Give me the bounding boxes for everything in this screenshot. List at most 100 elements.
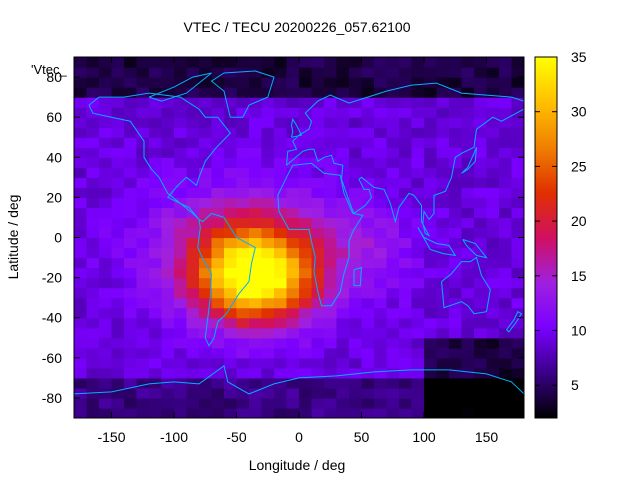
heatmap-cell xyxy=(499,267,513,279)
heatmap-cell xyxy=(299,207,313,219)
heatmap-cell xyxy=(211,197,225,209)
heatmap-cell xyxy=(86,397,100,409)
heatmap-cell xyxy=(299,247,313,259)
heatmap-cell xyxy=(399,377,413,389)
heatmap-cell xyxy=(299,407,313,418)
heatmap-cell xyxy=(99,97,113,108)
heatmap-cell xyxy=(336,157,350,168)
heatmap-cell xyxy=(174,257,188,269)
heatmap-cell xyxy=(436,307,450,319)
heatmap-cell xyxy=(461,407,475,418)
heatmap-cell xyxy=(499,207,513,219)
heatmap-cell xyxy=(99,397,113,409)
heatmap-cell xyxy=(161,307,175,319)
coastline-australia xyxy=(441,256,491,315)
heatmap-cell xyxy=(274,57,288,68)
heatmap-cell xyxy=(374,107,388,118)
heatmap-cell xyxy=(236,227,250,239)
heatmap-cell xyxy=(349,377,363,389)
heatmap-cell xyxy=(161,127,175,138)
heatmap-cell xyxy=(286,387,300,399)
heatmap-cell xyxy=(499,77,513,88)
heatmap-cell xyxy=(186,257,200,269)
heatmap-cell xyxy=(436,127,450,138)
heatmap-cell xyxy=(299,317,313,329)
heatmap-cell xyxy=(324,217,338,229)
heatmap-cell xyxy=(99,237,113,249)
heatmap-cell xyxy=(399,197,413,209)
heatmap-cell xyxy=(211,107,225,118)
heatmap-cell xyxy=(436,167,450,178)
heatmap-cell xyxy=(474,357,488,369)
heatmap-cell xyxy=(224,357,238,369)
heatmap-cell xyxy=(261,267,275,279)
heatmap-cell xyxy=(236,97,250,108)
heatmap-cell xyxy=(349,67,363,78)
heatmap-cell xyxy=(511,157,524,168)
heatmap-cell xyxy=(449,397,463,409)
heatmap-cell xyxy=(336,197,350,209)
heatmap-cell xyxy=(336,137,350,148)
heatmap-cell xyxy=(174,167,188,178)
heatmap-cell xyxy=(236,187,250,198)
heatmap-cell xyxy=(299,347,313,359)
heatmap-cell xyxy=(124,177,138,188)
heatmap-cell xyxy=(449,137,463,148)
heatmap-cell xyxy=(274,377,288,389)
heatmap-cell xyxy=(349,117,363,128)
heatmap-cell xyxy=(336,347,350,359)
heatmap-cell xyxy=(149,337,163,349)
heatmap-cell xyxy=(149,197,163,209)
heatmap-cell xyxy=(199,397,213,409)
heatmap-cell xyxy=(349,267,363,279)
heatmap-cell xyxy=(261,297,275,309)
heatmap-cell xyxy=(161,357,175,369)
heatmap-cell xyxy=(411,227,425,239)
heatmap-cell xyxy=(449,367,463,379)
heatmap-cell xyxy=(486,77,500,88)
heatmap-cell xyxy=(86,187,100,198)
heatmap-cell xyxy=(474,107,488,118)
heatmap-cell xyxy=(174,307,188,319)
heatmap-cell xyxy=(311,297,325,309)
heatmap-cell xyxy=(149,277,163,289)
heatmap-cell xyxy=(436,77,450,88)
heatmap-cell xyxy=(99,87,113,98)
heatmap-cell xyxy=(449,247,463,259)
heatmap-cell xyxy=(361,347,375,359)
heatmap-cell xyxy=(186,237,200,249)
heatmap-cell xyxy=(324,147,338,158)
colorbar-tick-label: 10 xyxy=(571,322,587,338)
heatmap-cell xyxy=(461,277,475,289)
heatmap-cell xyxy=(174,367,188,379)
heatmap-cell xyxy=(336,287,350,299)
heatmap-cell xyxy=(499,257,513,269)
heatmap-cell xyxy=(199,67,213,78)
heatmap-cell xyxy=(274,317,288,329)
heatmap-cell xyxy=(436,407,450,418)
heatmap-cell xyxy=(486,137,500,148)
heatmap-cell xyxy=(411,407,425,418)
heatmap-cell xyxy=(399,337,413,349)
heatmap-cell xyxy=(461,397,475,409)
heatmap-cell xyxy=(461,227,475,239)
heatmap-cell xyxy=(311,207,325,219)
heatmap-cell xyxy=(74,367,88,379)
heatmap-cell xyxy=(199,227,213,239)
heatmap-cell xyxy=(386,357,400,369)
heatmap-cell xyxy=(236,317,250,329)
heatmap-cell xyxy=(299,147,313,158)
heatmap-cell xyxy=(286,227,300,239)
heatmap-cell xyxy=(199,247,213,259)
heatmap-cell xyxy=(111,347,125,359)
heatmap-cell xyxy=(174,277,188,289)
heatmap-cell xyxy=(199,127,213,138)
heatmap-cell xyxy=(511,187,524,198)
heatmap-cell xyxy=(274,327,288,339)
heatmap-cell xyxy=(136,267,150,279)
heatmap-cell xyxy=(149,187,163,198)
heatmap-cell xyxy=(461,297,475,309)
heatmap-cell xyxy=(174,267,188,279)
heatmap-cell xyxy=(411,137,425,148)
heatmap-cell xyxy=(424,147,438,158)
